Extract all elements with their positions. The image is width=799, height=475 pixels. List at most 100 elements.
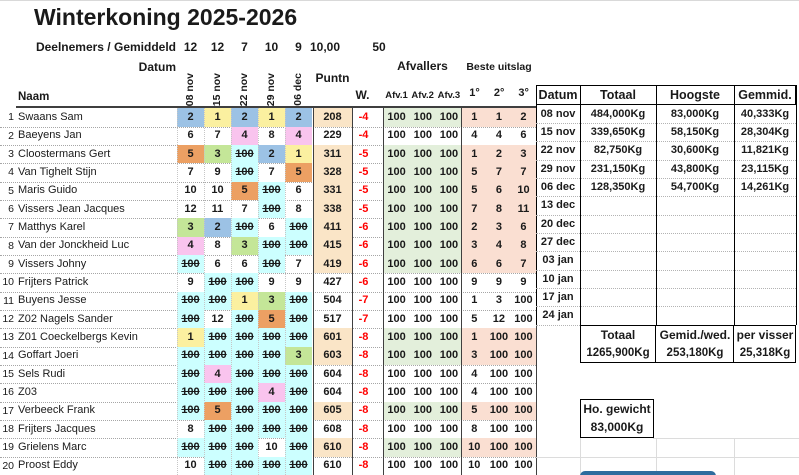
beste-cell[interactable]: 6 xyxy=(520,129,527,142)
puntn-cell[interactable]: 338 xyxy=(313,200,352,219)
afv-cell[interactable]: 100 xyxy=(383,181,410,200)
result-cell[interactable]: 100 xyxy=(285,420,312,439)
result-cell[interactable]: 100 xyxy=(285,383,312,402)
result-cell[interactable]: 3 xyxy=(258,291,285,311)
participant-name[interactable]: Goffart Joeri xyxy=(18,349,79,362)
result-cell[interactable]: 100 xyxy=(231,401,258,421)
afv-cell[interactable]: 100 xyxy=(409,218,436,237)
result-cell[interactable]: 100 xyxy=(204,346,231,366)
summary-totaal-value[interactable]: 1265,900Kg xyxy=(586,347,650,359)
result-cell[interactable]: 100 xyxy=(231,420,258,439)
result-cell[interactable]: 100 xyxy=(285,236,312,255)
result-cell[interactable]: 9 xyxy=(268,276,275,289)
afv-cell[interactable]: 100 xyxy=(409,200,436,219)
result-cell[interactable]: 100 xyxy=(177,438,204,457)
beste-cell[interactable]: 2 xyxy=(511,108,536,127)
result-cell[interactable]: 10 xyxy=(265,441,278,454)
afv-cell[interactable]: 100 xyxy=(387,386,406,399)
result-cell[interactable]: 100 xyxy=(285,365,312,384)
puntn-cell[interactable]: 411 xyxy=(313,218,352,237)
weights-datum-cell[interactable]: 22 nov xyxy=(540,144,576,157)
beste-cell[interactable]: 100 xyxy=(514,312,533,325)
result-cell[interactable]: 4 xyxy=(177,236,204,255)
weights-totaal-cell[interactable]: 484,000Kg xyxy=(590,107,646,120)
beste-cell[interactable]: 7 xyxy=(511,255,536,274)
participant-name[interactable]: Z01 Coeckelbergs Kevin xyxy=(18,331,138,344)
afv-cell[interactable]: 100 xyxy=(383,218,410,237)
beste-cell[interactable]: 11 xyxy=(511,200,536,219)
beste-cell[interactable]: 3 xyxy=(462,346,487,366)
beste-cell[interactable]: 9 xyxy=(471,276,478,289)
result-cell[interactable]: 100 xyxy=(204,328,231,347)
result-cell[interactable]: 1 xyxy=(258,108,285,127)
beste-cell[interactable]: 4 xyxy=(471,386,478,399)
result-cell[interactable]: 100 xyxy=(258,365,285,384)
weights-gemmid-cell[interactable] xyxy=(734,251,796,269)
weights-totaal-cell[interactable] xyxy=(580,215,656,233)
result-cell[interactable]: 5 xyxy=(204,401,231,421)
beste-cell[interactable]: 1 xyxy=(462,108,487,127)
afv-cell[interactable]: 100 xyxy=(435,438,463,457)
puntn-cell[interactable]: 517 xyxy=(323,312,342,325)
result-cell[interactable]: 100 xyxy=(177,346,204,366)
weights-datum-cell[interactable]: 08 nov xyxy=(540,107,576,120)
weights-hoogste-cell[interactable] xyxy=(656,196,734,214)
weights-totaal-cell[interactable]: 339,650Kg xyxy=(590,126,646,139)
weights-datum-cell[interactable]: 20 dec xyxy=(540,217,576,230)
result-cell[interactable]: 100 xyxy=(204,291,231,311)
participant-name[interactable]: Sels Rudi xyxy=(18,367,66,380)
beste-cell[interactable]: 2 xyxy=(486,144,512,164)
result-cell[interactable]: 100 xyxy=(258,181,285,200)
result-cell[interactable]: 5 xyxy=(258,310,285,329)
result-cell[interactable]: 100 xyxy=(258,200,285,219)
beste-cell[interactable]: 10 xyxy=(462,438,487,457)
result-cell[interactable]: 100 xyxy=(285,438,312,457)
afv-cell[interactable]: 100 xyxy=(387,367,406,380)
result-cell[interactable]: 2 xyxy=(177,108,204,127)
beste-cell[interactable]: 3 xyxy=(462,236,487,255)
weights-gemmid-cell[interactable] xyxy=(734,306,796,324)
weights-hoogste-cell[interactable]: 83,000Kg xyxy=(670,107,720,120)
beste-cell[interactable]: 100 xyxy=(514,367,533,380)
afv-cell[interactable]: 100 xyxy=(439,459,459,472)
result-cell[interactable]: 10 xyxy=(184,184,197,197)
beste-cell[interactable]: 8 xyxy=(486,200,512,219)
result-cell[interactable]: 6 xyxy=(268,220,275,233)
weights-totaal-cell[interactable] xyxy=(580,288,656,306)
result-cell[interactable]: 5 xyxy=(231,181,258,200)
afv-cell[interactable]: 100 xyxy=(409,346,436,366)
result-cell[interactable]: 100 xyxy=(285,291,312,311)
puntn-cell[interactable]: 427 xyxy=(323,276,342,289)
participant-name[interactable]: Grielens Marc xyxy=(18,441,87,454)
result-cell[interactable]: 6 xyxy=(214,257,221,270)
beste-cell[interactable]: 100 xyxy=(514,386,533,399)
participant-name[interactable]: Z03 xyxy=(18,386,37,399)
result-cell[interactable]: 1 xyxy=(285,144,312,164)
result-cell[interactable]: 100 xyxy=(204,420,231,439)
puntn-cell[interactable]: 604 xyxy=(323,367,342,380)
weights-totaal-cell[interactable] xyxy=(580,251,656,269)
beste-cell[interactable]: 9 xyxy=(520,276,527,289)
beste-cell[interactable]: 10 xyxy=(468,459,481,472)
beste-cell[interactable]: 5 xyxy=(471,312,478,325)
participant-name[interactable]: Buyens Jesse xyxy=(18,294,87,307)
weights-hoogste-cell[interactable] xyxy=(656,270,734,288)
beste-cell[interactable]: 7 xyxy=(486,163,512,182)
w-cell[interactable]: -6 xyxy=(358,239,369,252)
afv-cell[interactable]: 100 xyxy=(409,438,436,457)
result-cell[interactable]: 3 xyxy=(231,236,258,255)
weights-gemmid-cell[interactable] xyxy=(734,233,796,251)
weights-totaal-cell[interactable]: 82,750Kg xyxy=(593,144,643,157)
puntn-cell[interactable]: 419 xyxy=(313,255,352,274)
beste-cell[interactable]: 4 xyxy=(471,129,478,142)
beste-cell[interactable]: 12 xyxy=(492,312,506,325)
result-cell[interactable]: 100 xyxy=(258,328,285,347)
puntn-cell[interactable]: 311 xyxy=(313,144,352,164)
beste-cell[interactable]: 7 xyxy=(511,163,536,182)
participant-name[interactable]: Van Tighelt Stijn xyxy=(18,165,97,178)
w-cell[interactable]: -8 xyxy=(358,386,369,399)
afv-cell[interactable]: 100 xyxy=(387,312,406,325)
weights-hoogste-cell[interactable] xyxy=(656,288,734,306)
result-cell[interactable]: 5 xyxy=(177,144,204,164)
participant-name[interactable]: Frijters Patrick xyxy=(18,276,89,289)
